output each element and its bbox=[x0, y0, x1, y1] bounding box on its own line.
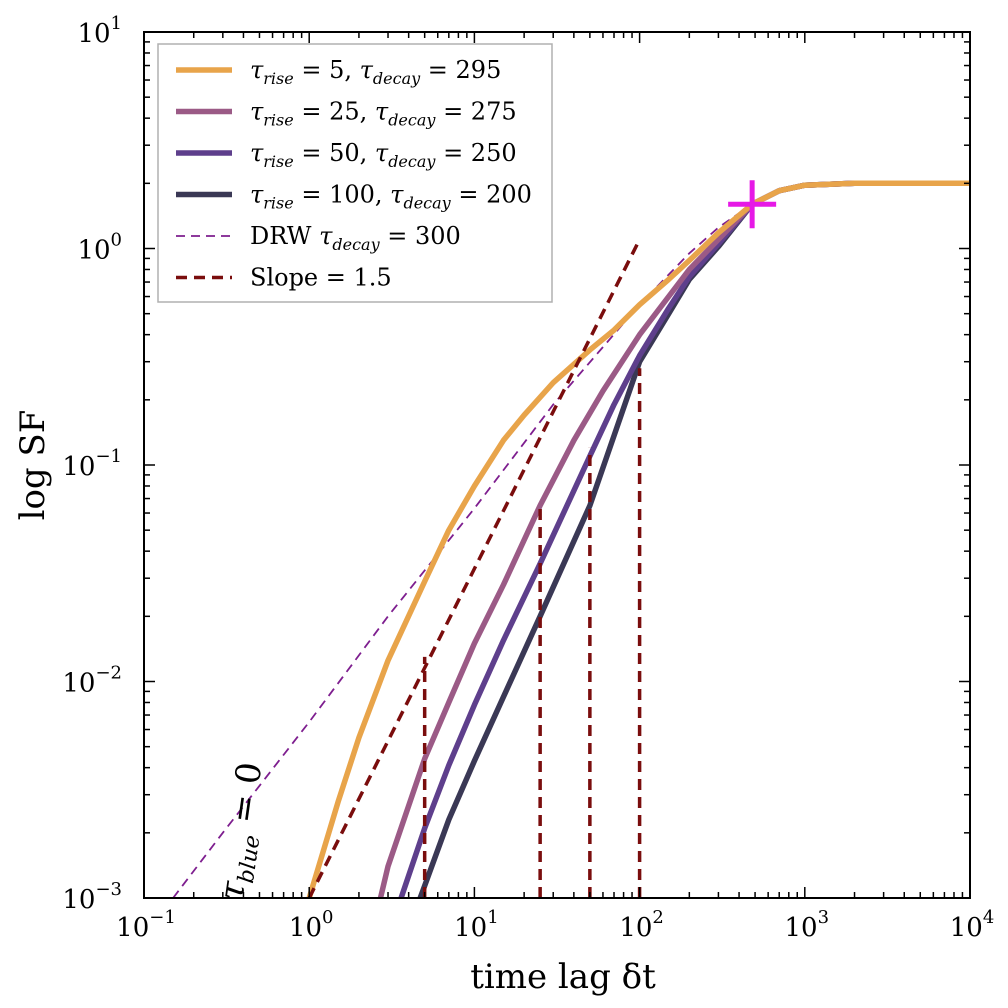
legend-label-4: τrise = 100, τdecay = 200 bbox=[250, 181, 532, 213]
legend-label-2: τrise = 25, τdecay = 275 bbox=[250, 98, 517, 130]
legend: τrise = 5, τdecay = 295 τrise = 25, τdeca… bbox=[157, 43, 553, 303]
x-tick-label: 102 bbox=[619, 907, 664, 943]
series-lines bbox=[172, 180, 970, 898]
x-axis-label: time lag δt bbox=[470, 957, 656, 997]
plot-frame bbox=[143, 31, 971, 899]
y-tick-label: 10−3 bbox=[62, 879, 122, 915]
y-tick-label: 100 bbox=[77, 230, 122, 266]
x-tick-label: 104 bbox=[950, 907, 995, 943]
series-line-6 bbox=[307, 238, 642, 898]
legend-label-3: τrise = 50, τdecay = 250 bbox=[250, 139, 517, 171]
legend-label-1: τrise = 5, τdecay = 295 bbox=[250, 56, 501, 88]
x-tick-label: 103 bbox=[785, 907, 830, 943]
plus-marker bbox=[728, 180, 777, 229]
x-tick-label: 101 bbox=[454, 907, 499, 943]
x-tick-label: 10−1 bbox=[116, 907, 176, 943]
y-tick-label: 101 bbox=[77, 13, 122, 49]
y-tick-label: 10−2 bbox=[62, 663, 122, 699]
legend-box bbox=[157, 43, 553, 303]
tau-blue-annotation: τblue = 0 bbox=[212, 760, 276, 904]
legend-label-5: DRW τdecay = 300 bbox=[250, 222, 461, 254]
y-axis-label: log SF bbox=[13, 410, 53, 521]
x-tick-label: 100 bbox=[289, 907, 334, 943]
series-line-1 bbox=[306, 180, 970, 898]
legend-label-6: Slope = 1.5 bbox=[250, 264, 392, 292]
y-tick-label: 10−1 bbox=[62, 446, 122, 482]
